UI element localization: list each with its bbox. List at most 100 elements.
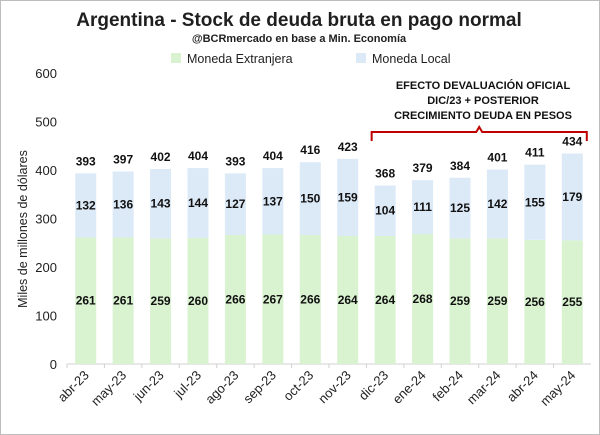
bar-moneda-extranjera: [337, 235, 359, 364]
y-tick-label: 200: [35, 260, 57, 275]
chart-subtitle: @BCRmercado en base a Min. Economía: [192, 33, 407, 45]
y-tick-label: 300: [35, 212, 57, 227]
bar-moneda-local: [561, 153, 583, 241]
bar-moneda-extranjera: [412, 234, 434, 364]
data-label-moneda-extranjera: 261: [113, 294, 133, 308]
data-label-total: 397: [113, 152, 133, 166]
bar-moneda-local: [224, 173, 246, 235]
data-label-total: 434: [562, 135, 582, 149]
data-label-moneda-extranjera: 267: [263, 292, 283, 306]
x-tick-label: sep-23: [240, 368, 279, 407]
data-label-total: 404: [188, 149, 208, 163]
data-label-moneda-local: 150: [300, 192, 320, 206]
bar-moneda-local: [337, 158, 359, 236]
data-label-moneda-extranjera: 266: [225, 292, 245, 306]
bar-moneda-extranjera: [299, 234, 321, 364]
bar-moneda-local: [299, 162, 321, 235]
annotation: EFECTO DEVALUACIÓN OFICIAL DIC/23 + POST…: [370, 79, 588, 141]
data-label-total: 401: [487, 151, 507, 165]
bar-moneda-extranjera: [75, 237, 97, 364]
bar-moneda-extranjera: [224, 234, 246, 364]
data-label-moneda-local: 111: [413, 200, 432, 214]
x-tick-label: oct-23: [280, 368, 316, 404]
bar-moneda-local: [524, 164, 546, 240]
bar-moneda-local: [486, 169, 508, 239]
y-tick-label: 0: [50, 357, 57, 372]
bar-moneda-extranjera: [112, 237, 134, 364]
data-label-total: 416: [300, 143, 320, 157]
data-label-total: 402: [151, 150, 171, 164]
data-label-moneda-extranjera: 266: [300, 292, 320, 306]
data-label-moneda-extranjera: 264: [375, 293, 395, 307]
bar-moneda-local: [187, 168, 209, 238]
annotation-line-3: CRECIMIENTO DEUDA EN PESOS: [394, 110, 572, 122]
x-tick-label: may-23: [88, 368, 129, 409]
x-tick-label: abr-23: [55, 368, 92, 405]
chart-title: Argentina - Stock de deuda bruta en pago…: [76, 10, 522, 31]
legend-label-moneda-extranjera: Moneda Extranjera: [187, 52, 293, 66]
data-label-total: 393: [76, 154, 96, 168]
data-label-moneda-local: 136: [113, 197, 133, 211]
legend-swatch-moneda-local: [356, 53, 366, 63]
y-tick-label: 500: [35, 115, 57, 130]
bar-moneda-extranjera: [187, 237, 209, 364]
legend-swatch-moneda-extranjera: [171, 53, 181, 63]
data-label-moneda-local: 127: [225, 197, 245, 211]
y-tick-label: 400: [35, 163, 57, 178]
data-label-moneda-extranjera: 256: [525, 295, 545, 309]
bar-moneda-extranjera: [561, 240, 583, 364]
bar-moneda-extranjera: [524, 239, 546, 364]
data-label-moneda-local: 155: [525, 195, 545, 209]
y-tick-label: 100: [35, 309, 57, 324]
data-label-moneda-local: 104: [375, 204, 395, 218]
data-label-total: 384: [450, 159, 470, 173]
data-label-moneda-extranjera: 259: [450, 294, 470, 308]
data-label-moneda-local: 142: [487, 197, 507, 211]
data-label-moneda-local: 137: [263, 194, 283, 208]
data-label-total: 393: [225, 154, 245, 168]
annotation-line-1: EFECTO DEVALUACIÓN OFICIAL: [396, 79, 571, 92]
data-label-total: 411: [525, 146, 545, 160]
data-label-total: 423: [338, 140, 358, 154]
bar-moneda-local: [75, 173, 97, 238]
x-tick-label: jun-23: [130, 368, 167, 405]
y-axis-label: Miles de millones de dólares: [16, 150, 30, 308]
y-tick-label: 600: [35, 66, 57, 81]
data-label-moneda-local: 143: [151, 197, 171, 211]
bar-moneda-extranjera: [150, 238, 172, 364]
x-tick-label: abr-24: [504, 368, 541, 405]
data-label-moneda-local: 125: [450, 201, 470, 215]
legend-label-moneda-local: Moneda Local: [372, 52, 451, 66]
bar-moneda-local: [374, 185, 396, 236]
data-label-moneda-extranjera: 259: [151, 294, 171, 308]
bar-moneda-local: [112, 171, 134, 238]
data-label-moneda-extranjera: 261: [76, 294, 96, 308]
x-tick-label: dic-23: [356, 368, 392, 404]
data-label-moneda-local: 179: [562, 190, 582, 204]
data-label-moneda-local: 132: [76, 198, 96, 212]
data-label-moneda-extranjera: 268: [413, 292, 433, 306]
data-label-moneda-extranjera: 264: [338, 293, 358, 307]
bar-moneda-extranjera: [262, 234, 284, 364]
x-tick-label: nov-23: [315, 368, 354, 407]
x-tick-label: jul-23: [170, 368, 204, 402]
data-label-moneda-extranjera: 260: [188, 294, 208, 308]
x-tick-label: feb-24: [429, 368, 466, 405]
x-tick-label: mar-24: [464, 368, 504, 408]
bar-moneda-local: [412, 180, 434, 235]
x-tick-label: may-24: [537, 368, 578, 409]
data-label-moneda-extranjera: 255: [562, 295, 582, 309]
x-tick-label: ago-23: [202, 368, 241, 407]
annotation-bracket: [370, 125, 588, 141]
bar-moneda-extranjera: [374, 235, 396, 364]
bar-moneda-local: [449, 177, 471, 239]
bar-moneda-extranjera: [486, 238, 508, 364]
data-label-total: 379: [413, 161, 433, 175]
data-label-moneda-local: 144: [188, 196, 208, 210]
data-label-moneda-local: 159: [338, 190, 358, 204]
bar-moneda-extranjera: [449, 238, 471, 364]
data-label-total: 404: [263, 149, 283, 163]
bar-moneda-local: [262, 168, 284, 235]
